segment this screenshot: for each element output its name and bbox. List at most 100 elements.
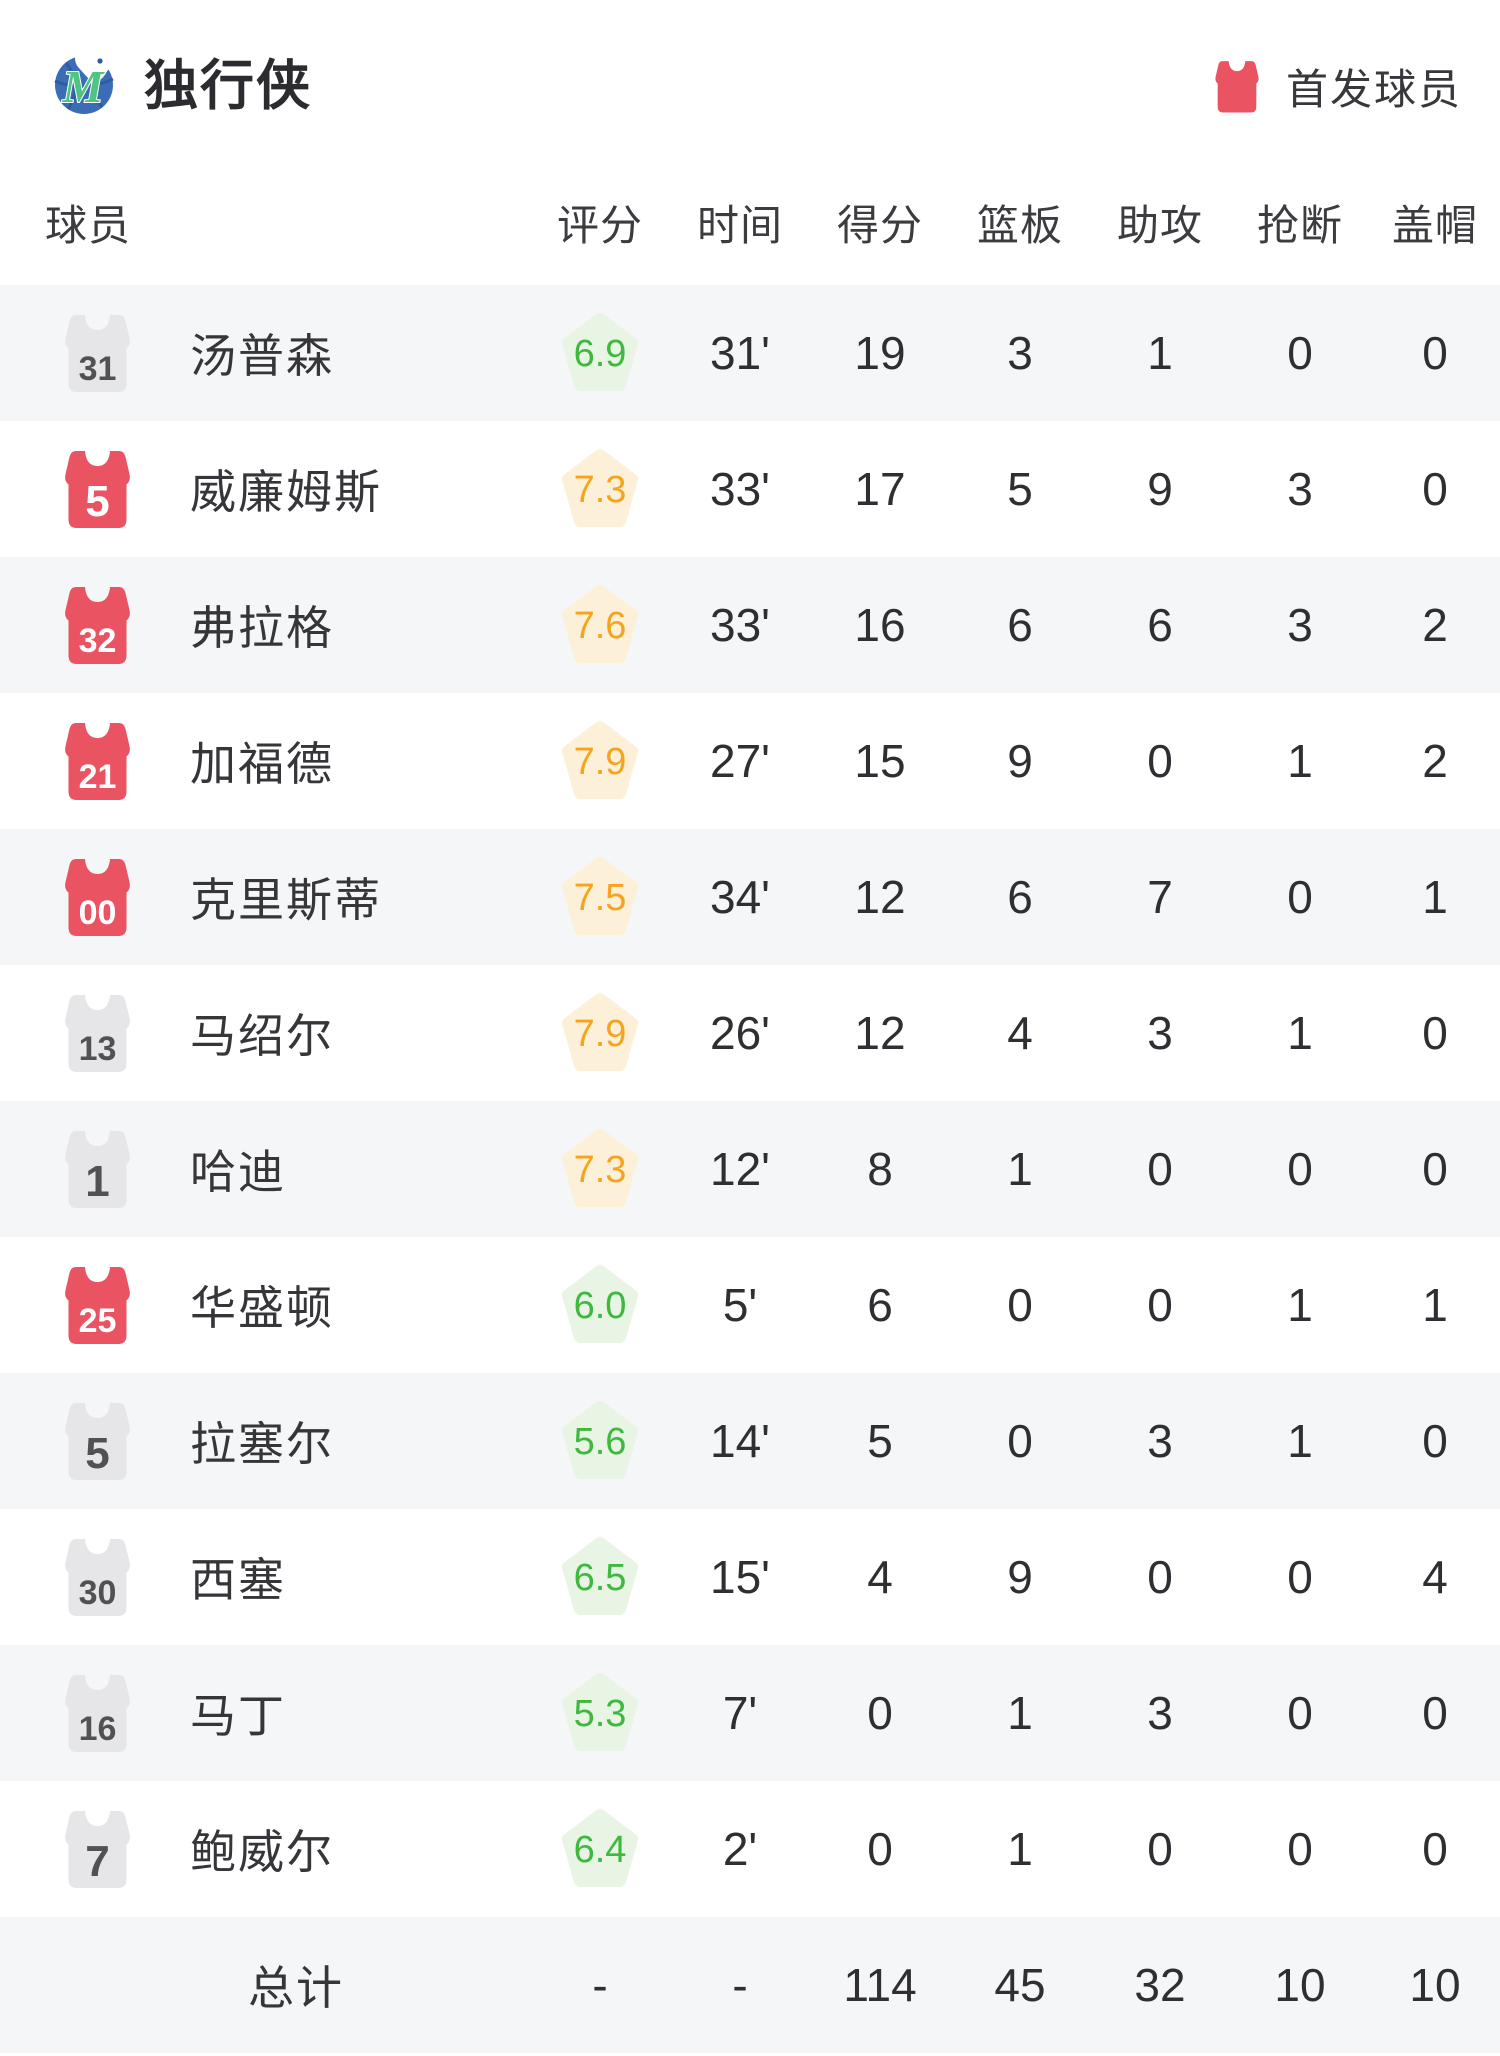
stat-time: 7' — [722, 1687, 758, 1739]
rating-badge: 7.9 — [560, 719, 640, 803]
stat-points: 12 — [854, 871, 906, 923]
rating-badge: 5.3 — [560, 1671, 640, 1755]
player-row[interactable]: 5 威廉姆斯 7.3 33' 17 5 9 3 0 — [0, 421, 1500, 557]
bench-jersey-icon: 7 — [65, 1811, 130, 1888]
stat-time: 33' — [710, 599, 770, 651]
svg-text:M: M — [62, 61, 106, 112]
rating-value: 5.3 — [573, 1692, 627, 1735]
player-name: 威廉姆斯 — [190, 466, 382, 518]
stat-points: 0 — [867, 1823, 893, 1875]
starter-jersey-icon: 25 — [65, 1267, 130, 1344]
stat-time: 5' — [722, 1279, 758, 1331]
col-head-rebounds: 篮板 — [976, 202, 1063, 249]
player-name: 弗拉格 — [190, 602, 334, 654]
rating-value: 6.4 — [573, 1828, 627, 1871]
rating-badge: 6.9 — [560, 311, 640, 395]
bench-jersey-icon: 16 — [65, 1675, 130, 1752]
starter-legend: 首发球员 — [1214, 56, 1462, 117]
rating-value: 7.9 — [573, 740, 627, 783]
rating-badge: 6.5 — [560, 1535, 640, 1619]
stat-rebounds: 5 — [1007, 463, 1033, 515]
player-name: 汤普森 — [190, 330, 334, 382]
player-table-body: 31 汤普森 6.9 31' 19 3 1 0 0 5 威廉姆斯 — [0, 285, 1500, 1917]
table-header-row: 球员 评分 时间 得分 篮板 助攻 抢断 盖帽 — [0, 160, 1500, 285]
jersey-number: 16 — [79, 1710, 117, 1748]
stat-steals: 3 — [1287, 463, 1313, 515]
stat-points: 19 — [854, 327, 906, 379]
stat-assists: 0 — [1147, 735, 1173, 787]
player-row[interactable]: 30 西塞 6.5 15' 4 9 0 0 4 — [0, 1509, 1500, 1645]
player-name: 鲍威尔 — [190, 1826, 334, 1878]
stat-rebounds: 1 — [1007, 1687, 1033, 1739]
stat-steals: 1 — [1287, 1279, 1313, 1331]
stat-points: 4 — [867, 1551, 893, 1603]
stat-steals: 0 — [1287, 1687, 1313, 1739]
stat-assists: 3 — [1147, 1687, 1173, 1739]
stat-steals: 0 — [1287, 1823, 1313, 1875]
rating-badge: 7.6 — [560, 583, 640, 667]
rating-badge: 6.4 — [560, 1807, 640, 1891]
player-name: 克里斯蒂 — [190, 874, 382, 926]
stat-rebounds: 9 — [1007, 1551, 1033, 1603]
stat-points: 17 — [854, 463, 906, 515]
bench-jersey-icon: 5 — [65, 1403, 130, 1480]
stat-time: 27' — [710, 735, 770, 787]
stat-points: 5 — [867, 1415, 893, 1467]
stat-steals: 0 — [1287, 1551, 1313, 1603]
player-row[interactable]: 32 弗拉格 7.6 33' 16 6 6 3 2 — [0, 557, 1500, 693]
team-header: M 独行侠 — [50, 41, 312, 120]
stat-time: 2' — [722, 1823, 758, 1875]
rating-value: 7.3 — [573, 468, 627, 511]
jersey-number: 30 — [79, 1574, 117, 1612]
stat-steals: 0 — [1287, 327, 1313, 379]
jersey-number: 7 — [85, 1837, 109, 1886]
rating-value: 7.3 — [573, 1148, 627, 1191]
stat-steals: 0 — [1287, 871, 1313, 923]
player-row[interactable]: 13 马绍尔 7.9 26' 12 4 3 1 0 — [0, 965, 1500, 1101]
starter-legend-label: 首发球员 — [1285, 65, 1462, 113]
total-row: 总计 - - 114 45 32 10 10 — [0, 1917, 1500, 2053]
player-row[interactable]: 5 拉塞尔 5.6 14' 5 0 3 1 0 — [0, 1373, 1500, 1509]
player-row[interactable]: 16 马丁 5.3 7' 0 1 3 0 0 — [0, 1645, 1500, 1781]
stat-rebounds: 4 — [1007, 1007, 1033, 1059]
stat-rebounds: 6 — [1007, 871, 1033, 923]
player-row[interactable]: 1 哈迪 7.3 12' 8 1 0 0 0 — [0, 1101, 1500, 1237]
stat-time: 34' — [710, 871, 770, 923]
stat-steals: 3 — [1287, 599, 1313, 651]
player-row[interactable]: 7 鲍威尔 6.4 2' 0 1 0 0 0 — [0, 1781, 1500, 1917]
player-name: 拉塞尔 — [190, 1418, 334, 1470]
col-head-points: 得分 — [836, 202, 923, 249]
stat-time: 33' — [710, 463, 770, 515]
rating-badge: 7.3 — [560, 1127, 640, 1211]
stat-points: 12 — [854, 1007, 906, 1059]
player-row[interactable]: 31 汤普森 6.9 31' 19 3 1 0 0 — [0, 285, 1500, 421]
total-points: 114 — [843, 1959, 917, 2011]
stat-rebounds: 1 — [1007, 1143, 1033, 1195]
stat-points: 16 — [854, 599, 906, 651]
player-row[interactable]: 25 华盛顿 6.0 5' 6 0 0 1 1 — [0, 1237, 1500, 1373]
player-row[interactable]: 21 加福德 7.9 27' 15 9 0 1 2 — [0, 693, 1500, 829]
starter-jersey-icon: 32 — [65, 587, 130, 664]
stat-rebounds: 1 — [1007, 1823, 1033, 1875]
stat-rebounds: 0 — [1007, 1415, 1033, 1467]
player-name: 加福德 — [190, 738, 334, 790]
stat-blocks: 0 — [1422, 1143, 1448, 1195]
stat-assists: 0 — [1147, 1551, 1173, 1603]
rating-badge: 5.6 — [560, 1399, 640, 1483]
stat-assists: 3 — [1147, 1007, 1173, 1059]
stat-rebounds: 3 — [1007, 327, 1033, 379]
stat-assists: 9 — [1147, 463, 1173, 515]
jersey-number: 32 — [79, 622, 117, 660]
player-row[interactable]: 00 克里斯蒂 7.5 34' 12 6 7 0 1 — [0, 829, 1500, 965]
stat-points: 8 — [867, 1143, 893, 1195]
stat-rebounds: 6 — [1007, 599, 1033, 651]
col-head-player: 球员 — [45, 202, 132, 249]
total-steals: 10 — [1274, 1959, 1326, 2011]
total-blocks: 10 — [1409, 1959, 1461, 2011]
stat-steals: 0 — [1287, 1143, 1313, 1195]
rating-badge: 7.3 — [560, 447, 640, 531]
col-head-rating: 评分 — [556, 202, 643, 249]
stat-blocks: 0 — [1422, 1687, 1448, 1739]
stat-points: 0 — [867, 1687, 893, 1739]
stat-steals: 1 — [1287, 1415, 1313, 1467]
